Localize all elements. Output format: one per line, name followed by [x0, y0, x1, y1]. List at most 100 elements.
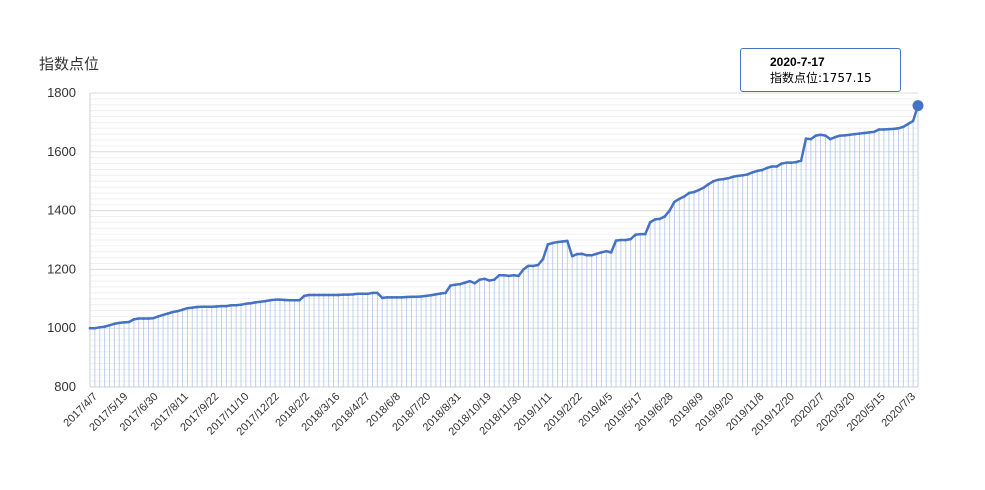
data-point — [600, 251, 603, 254]
data-point — [906, 122, 910, 126]
data-point — [395, 296, 399, 299]
data-point — [322, 293, 326, 297]
data-point — [668, 209, 671, 212]
series-line — [88, 100, 924, 330]
data-point — [858, 132, 861, 135]
data-point — [843, 134, 847, 137]
data-point — [512, 273, 516, 277]
data-point — [273, 298, 277, 301]
data-point — [517, 274, 520, 278]
data-point — [678, 197, 681, 201]
data-point — [108, 323, 111, 327]
data-point — [502, 273, 506, 277]
data-point — [337, 293, 340, 297]
data-point — [833, 135, 837, 139]
data-point — [307, 293, 311, 297]
data-point — [882, 128, 886, 131]
data-point — [824, 134, 827, 137]
y-tick-labels: 800 1000 1200 1400 1600 1800 — [47, 85, 76, 394]
data-point — [220, 304, 223, 308]
data-point — [648, 221, 652, 224]
data-point — [449, 284, 452, 287]
data-point — [717, 178, 720, 182]
data-point — [429, 293, 433, 297]
data-point — [356, 292, 360, 296]
data-point — [200, 305, 204, 309]
data-point — [268, 298, 272, 302]
y-tick-label: 1800 — [47, 85, 76, 100]
data-point — [147, 317, 150, 320]
data-point — [551, 241, 555, 245]
data-point — [556, 240, 559, 244]
data-point — [195, 305, 199, 309]
data-point — [546, 243, 550, 246]
data-point — [93, 326, 97, 330]
data-point — [741, 174, 744, 177]
tooltip-date: 2020-7-17 — [770, 55, 825, 69]
data-point — [702, 186, 705, 189]
data-point — [746, 173, 749, 176]
data-point — [113, 322, 116, 326]
data-point — [380, 296, 384, 300]
data-point — [658, 217, 662, 221]
data-point — [161, 313, 165, 317]
data-point — [712, 179, 715, 183]
data-point — [765, 166, 769, 170]
data-point — [673, 200, 676, 204]
data-point — [760, 168, 764, 172]
data-point — [867, 131, 871, 134]
data-point — [371, 291, 374, 295]
data-point — [332, 293, 335, 297]
data-point — [376, 291, 379, 295]
data-point — [385, 296, 389, 299]
data-point — [595, 252, 598, 256]
data-point — [229, 303, 233, 307]
data-point — [434, 293, 438, 296]
data-point — [351, 293, 355, 296]
data-point — [117, 321, 121, 325]
data-point — [697, 188, 701, 192]
data-point — [790, 161, 793, 164]
tooltip: 2020-7-17 指数点位:1757.15 — [740, 48, 901, 92]
data-point — [390, 296, 394, 299]
y-tick-label: 1200 — [47, 261, 76, 276]
data-point — [298, 298, 301, 302]
data-point — [570, 254, 574, 258]
data-point — [687, 191, 691, 195]
data-point — [531, 264, 535, 268]
data-point — [848, 133, 852, 137]
data-point — [780, 162, 783, 165]
data-point — [483, 277, 486, 281]
data-point — [829, 137, 832, 141]
data-point — [575, 252, 579, 256]
highlight-point — [912, 100, 924, 112]
data-point — [210, 305, 214, 309]
data-point — [614, 239, 618, 242]
data-point — [639, 232, 642, 236]
data-point — [726, 176, 730, 180]
data-point — [176, 309, 179, 313]
data-point — [897, 126, 900, 130]
data-point — [327, 293, 330, 297]
data-point — [566, 239, 569, 243]
data-point — [819, 133, 822, 137]
data-point — [731, 175, 735, 179]
data-point — [127, 320, 131, 324]
data-point — [341, 293, 345, 296]
data-point — [264, 299, 267, 303]
data-point — [911, 119, 915, 123]
data-point — [863, 131, 866, 135]
data-point — [624, 238, 628, 242]
data-point — [522, 268, 525, 271]
data-point — [794, 160, 798, 164]
data-point — [190, 306, 194, 309]
data-point — [492, 278, 496, 281]
data-point — [814, 134, 818, 137]
tooltip-value: 指数点位:1757.15 — [770, 71, 872, 85]
data-point — [634, 233, 637, 237]
data-point — [799, 159, 803, 162]
data-point — [239, 303, 243, 306]
y-tick-label: 800 — [54, 379, 76, 394]
data-point — [156, 315, 160, 318]
